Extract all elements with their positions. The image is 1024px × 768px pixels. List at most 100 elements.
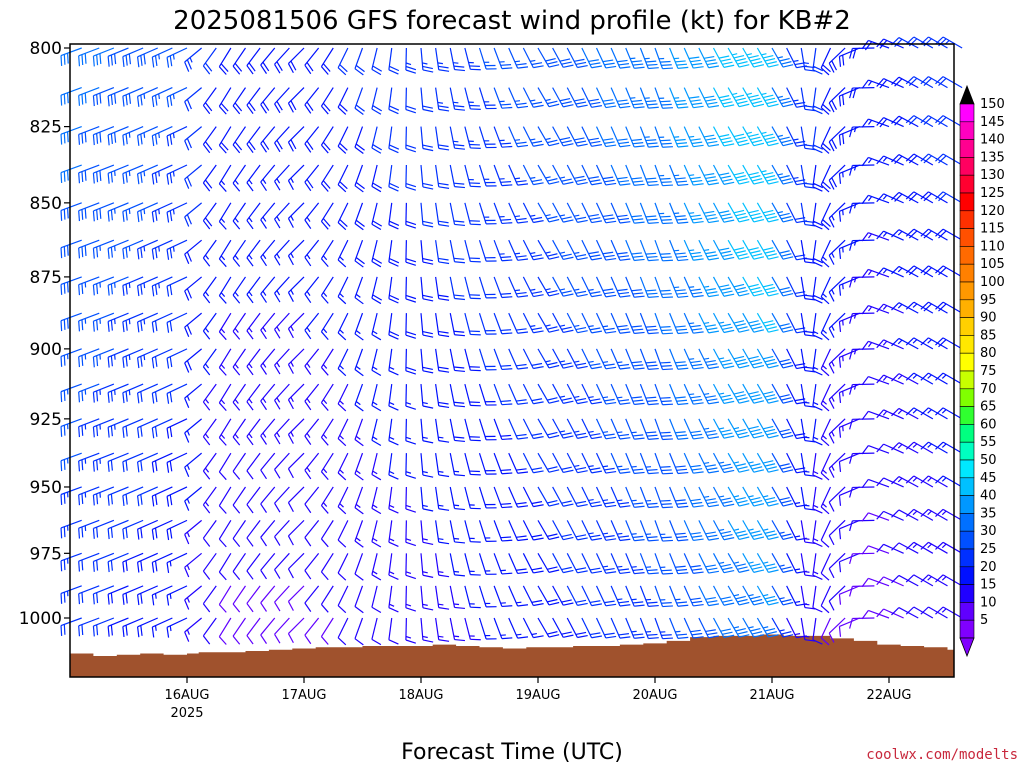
wind-barb [246, 418, 261, 446]
wind-barb-half-feather [574, 395, 580, 398]
wind-barb-feather [722, 178, 733, 182]
wind-barb-shaft [683, 47, 694, 69]
wind-barb-feather [750, 286, 761, 291]
wind-barb [698, 452, 720, 474]
wind-barb-half-feather [169, 561, 172, 567]
wind-barb [287, 452, 305, 479]
wind-barb-feather [246, 401, 254, 411]
wind-barb-half-feather [276, 432, 281, 438]
wind-barb-half-feather [128, 318, 131, 325]
wind-barb-shaft [274, 452, 290, 470]
wind-barb-feather [232, 504, 241, 514]
wind-barb-feather [575, 362, 587, 366]
wind-barb-feather [781, 289, 792, 294]
wind-barb-shaft [288, 47, 305, 64]
wind-barb-shaft [304, 87, 320, 106]
wind-barb-feather [861, 512, 869, 522]
wind-barb-shaft [246, 202, 261, 221]
wind-barb-feather [60, 426, 63, 437]
wind-barb-feather [589, 101, 601, 105]
wind-barb-feather [202, 436, 211, 446]
wind-barb-half-feather [868, 158, 873, 164]
wind-barb-feather [304, 634, 312, 645]
wind-barb-feather [935, 372, 944, 381]
wind-barb-feather [548, 181, 560, 185]
wind-barb [508, 164, 529, 186]
wind-barb [905, 475, 934, 488]
wind-barb-feather [632, 399, 644, 402]
wind-barb [581, 276, 603, 298]
wind-barb-feather [849, 586, 853, 597]
wind-barb-feather [831, 100, 838, 110]
wind-barb-shaft [595, 520, 607, 541]
wind-barb [610, 553, 631, 575]
wind-barb-feather [662, 368, 673, 371]
wind-barb [756, 418, 779, 439]
wind-barb-half-feather [290, 215, 294, 221]
wind-barb-half-feather [779, 597, 785, 600]
wind-barb [92, 552, 115, 572]
wind-barb-shaft [800, 384, 806, 406]
wind-barb-shaft [839, 452, 860, 463]
wind-barb-feather [781, 139, 792, 144]
wind-barb-feather [202, 294, 211, 304]
wind-barb-shaft [537, 164, 550, 185]
wind-barb [905, 265, 934, 278]
wind-barb-feather [690, 395, 701, 399]
wind-barb-feather [631, 252, 642, 255]
wind-barb-shaft [552, 126, 564, 147]
wind-barb-half-feather [234, 217, 239, 223]
wind-barb-feather [605, 257, 617, 261]
wind-barb-half-feather [172, 171, 175, 177]
wind-barb-feather [563, 365, 574, 369]
wind-barb-feather [500, 502, 512, 505]
colorbar-cell [959, 299, 975, 318]
wind-barb-feather [140, 94, 143, 106]
wind-barb [756, 164, 779, 185]
wind-barb-shaft [727, 312, 740, 333]
wind-barb-feather [389, 330, 400, 337]
wind-barb-feather [320, 183, 329, 192]
wind-barb-feather [938, 77, 947, 86]
wind-barb-half-feather [276, 253, 281, 259]
wind-barb-feather [661, 329, 672, 332]
wind-barb [508, 383, 529, 405]
wind-barb-feather [768, 292, 779, 297]
wind-barb-feather [92, 134, 95, 146]
wind-barb-feather [204, 102, 213, 112]
wind-barb [654, 47, 673, 70]
wind-barb-shaft [449, 313, 456, 335]
wind-barb [820, 486, 832, 515]
wind-barb-shaft [60, 312, 82, 322]
wind-barb [905, 441, 934, 454]
wind-barb-half-feather [822, 256, 827, 261]
wind-barb-half-feather [514, 252, 521, 255]
wind-barb-feather [218, 331, 227, 341]
wind-barb-shaft [449, 276, 456, 299]
wind-barb-feather [779, 394, 790, 398]
wind-barb-feather [720, 628, 731, 632]
wind-barb-feather [849, 553, 853, 565]
wind-barb [820, 239, 832, 268]
wind-barb-feather [751, 466, 763, 470]
wind-barb-feather [722, 101, 733, 105]
wind-barb [771, 239, 794, 260]
wind-barb-feather [246, 294, 254, 304]
wind-barb-feather [737, 533, 748, 537]
wind-barb-shaft [898, 476, 919, 488]
wind-barb-feather [577, 330, 588, 334]
wind-barb-half-feather [588, 430, 594, 433]
wind-barb-shaft [60, 202, 82, 211]
wind-barb-feather [339, 181, 348, 190]
wind-barb-shaft [820, 239, 832, 261]
wind-barb-feather [647, 255, 658, 258]
wind-barb [184, 383, 203, 408]
wind-barb-feather [533, 401, 544, 405]
wind-barb-half-feather [897, 477, 903, 483]
wind-barb [122, 202, 144, 222]
wind-barb-feather [501, 145, 513, 148]
wind-barb-feather [354, 473, 364, 481]
wind-barb [60, 202, 82, 221]
wind-barb-feather [768, 181, 779, 185]
wind-barb [712, 239, 735, 261]
